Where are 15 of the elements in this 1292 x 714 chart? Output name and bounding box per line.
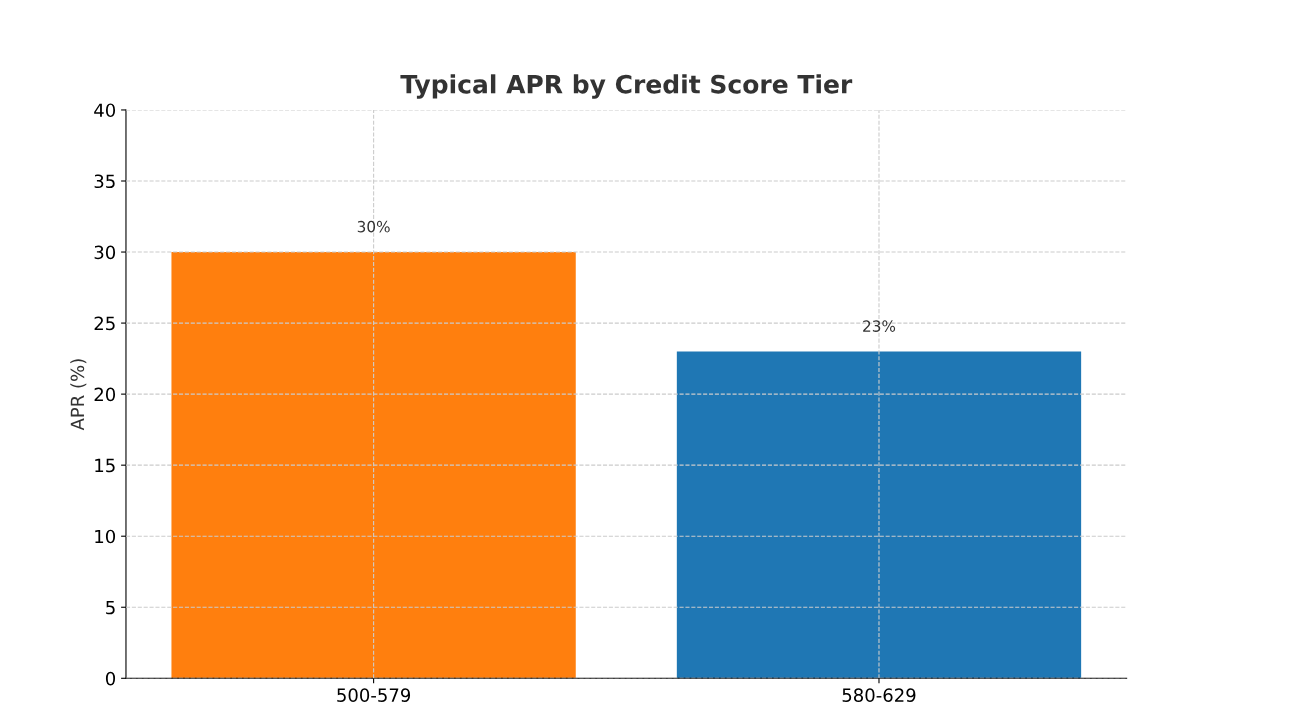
- y-tick-label: 35: [94, 174, 115, 189]
- data-label: 23%: [863, 320, 896, 332]
- chart-title: Typical APR by Credit Score Tier: [400, 74, 853, 99]
- y-tick-label: 40: [94, 103, 116, 118]
- y-tick-label: 20: [94, 387, 116, 402]
- y-axis-title: APR (%): [70, 359, 87, 431]
- x-tick-label: 500-579: [337, 688, 411, 702]
- y-tick-label: 0: [105, 671, 116, 686]
- y-tick-label: 25: [94, 316, 115, 331]
- y-tick-label: 10: [95, 529, 116, 544]
- y-tick-label: 15: [95, 458, 115, 473]
- x-tick-label: 580-629: [842, 688, 916, 702]
- data-label: 30%: [357, 220, 390, 233]
- y-tick-label: 30: [94, 245, 116, 260]
- y-tick-label: 5: [106, 600, 115, 615]
